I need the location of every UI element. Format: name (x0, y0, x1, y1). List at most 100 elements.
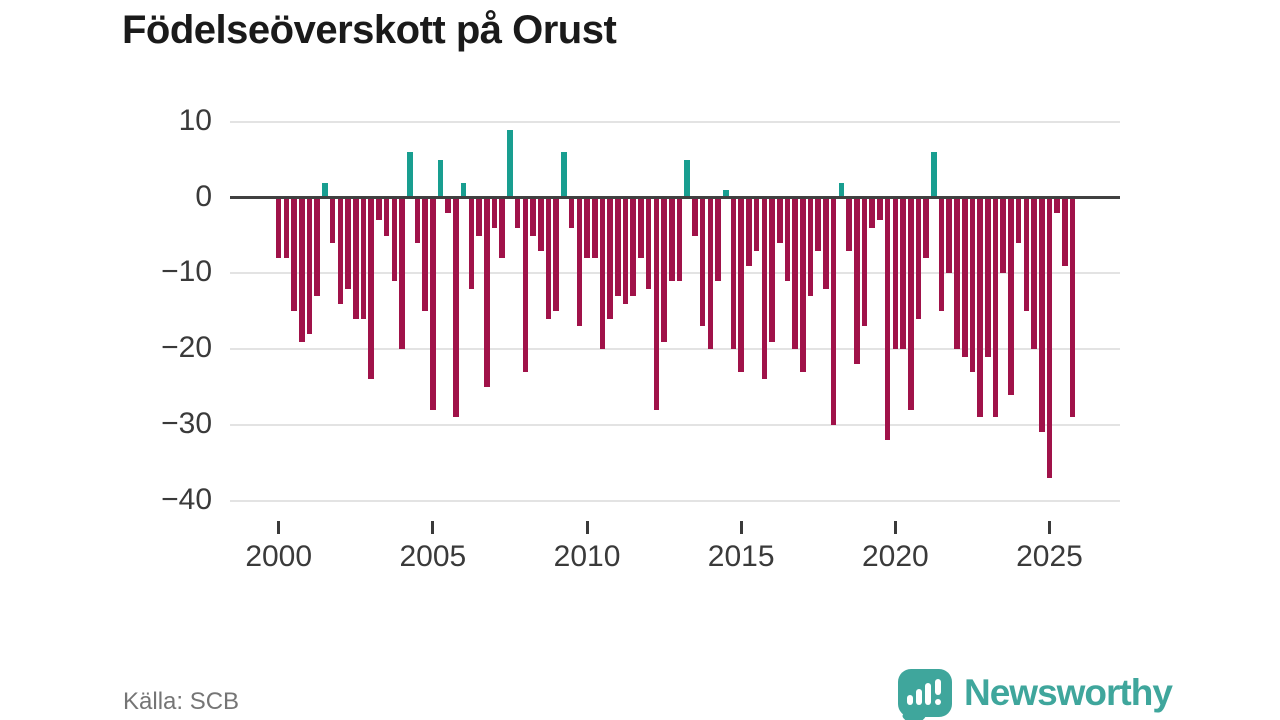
bar (383, 197, 390, 236)
zero-line (230, 196, 1120, 200)
logo-chart-bar (916, 689, 922, 705)
logo-exclamation-icon (935, 679, 941, 695)
bar (537, 197, 544, 251)
bar (576, 197, 583, 327)
bar (1015, 197, 1022, 244)
bar (591, 197, 598, 259)
bar (653, 197, 660, 410)
logo-bubble-tail (901, 703, 927, 720)
bar (568, 197, 575, 228)
bar (406, 152, 413, 198)
bar (869, 197, 875, 228)
bar (776, 197, 783, 244)
x-tick (1048, 521, 1051, 534)
x-tick (739, 521, 743, 534)
bar (1062, 197, 1068, 266)
bar (715, 197, 721, 281)
bar (368, 197, 374, 380)
bar (1054, 197, 1060, 213)
bar (746, 197, 752, 266)
x-tick-label: 2025 (1016, 540, 1083, 573)
bar (738, 197, 744, 372)
gridline (230, 499, 1120, 502)
bar (491, 197, 498, 228)
bar (584, 197, 590, 259)
bar (314, 197, 321, 297)
bar (522, 197, 529, 372)
bar (453, 197, 459, 418)
bar (622, 197, 629, 304)
bar (946, 197, 953, 274)
bar (329, 197, 336, 244)
newsworthy-logo-icon (898, 669, 952, 720)
bar (692, 197, 698, 236)
x-tick (431, 521, 435, 534)
bar (938, 197, 945, 312)
x-tick (277, 521, 281, 534)
bar (561, 152, 567, 198)
bar (884, 197, 891, 440)
bar (753, 197, 760, 251)
y-tick-label: 0 (195, 179, 212, 213)
bar (391, 197, 398, 281)
bar (275, 197, 282, 259)
x-tick (893, 521, 897, 534)
bar (877, 197, 883, 221)
bar (992, 197, 999, 418)
bar (923, 197, 929, 259)
bar (1023, 197, 1030, 312)
plot-area: 10 0 −10 −20 −30 −40 2000 2005 2010 2015 2020 2025 (161, 104, 1120, 573)
x-tick-label: 2010 (553, 540, 621, 573)
logo-chart-bar (925, 683, 931, 705)
bar (1038, 197, 1045, 433)
bar (1031, 197, 1037, 350)
bar (437, 159, 444, 198)
bar (900, 197, 906, 350)
bar (360, 197, 367, 319)
bar (707, 197, 714, 350)
bar (291, 197, 297, 312)
bar (807, 197, 814, 297)
bar (607, 197, 613, 319)
logo-chart-bar (907, 695, 913, 705)
y-tick-label: −40 (161, 482, 212, 516)
bar (484, 197, 490, 387)
bar (430, 197, 436, 410)
bar (545, 197, 552, 319)
gridline (230, 121, 1120, 123)
bar (352, 197, 359, 319)
bar (861, 197, 868, 327)
bar (645, 197, 652, 289)
gridline (230, 423, 1120, 426)
bar (915, 197, 922, 319)
bar (830, 197, 837, 425)
source-text: Källa: SCB (123, 688, 240, 715)
bar (769, 197, 775, 342)
bar (337, 197, 344, 304)
bar (961, 197, 968, 357)
bar (345, 197, 351, 289)
y-tick-label: −30 (161, 406, 212, 440)
logo-exclamation-dot (935, 699, 941, 705)
bar (322, 182, 328, 198)
y-tick-label: −20 (161, 331, 212, 365)
bar (1000, 197, 1007, 274)
chart-title: Födelseöverskott på Orust (122, 8, 617, 52)
bar (730, 197, 737, 350)
bar (661, 197, 667, 342)
bar (669, 197, 675, 281)
x-tick-label: 2020 (861, 540, 929, 573)
bar (1008, 197, 1014, 395)
bar (1046, 197, 1053, 478)
bar (468, 197, 475, 289)
newsworthy-logo-text: Newsworthy (964, 672, 1173, 713)
bar (299, 197, 305, 342)
bar (422, 197, 428, 312)
bar (931, 152, 937, 198)
bar (553, 197, 559, 312)
bar (1069, 197, 1076, 418)
bar (892, 197, 899, 350)
bar (676, 197, 683, 281)
gridline (230, 272, 1120, 275)
bar (283, 197, 290, 259)
